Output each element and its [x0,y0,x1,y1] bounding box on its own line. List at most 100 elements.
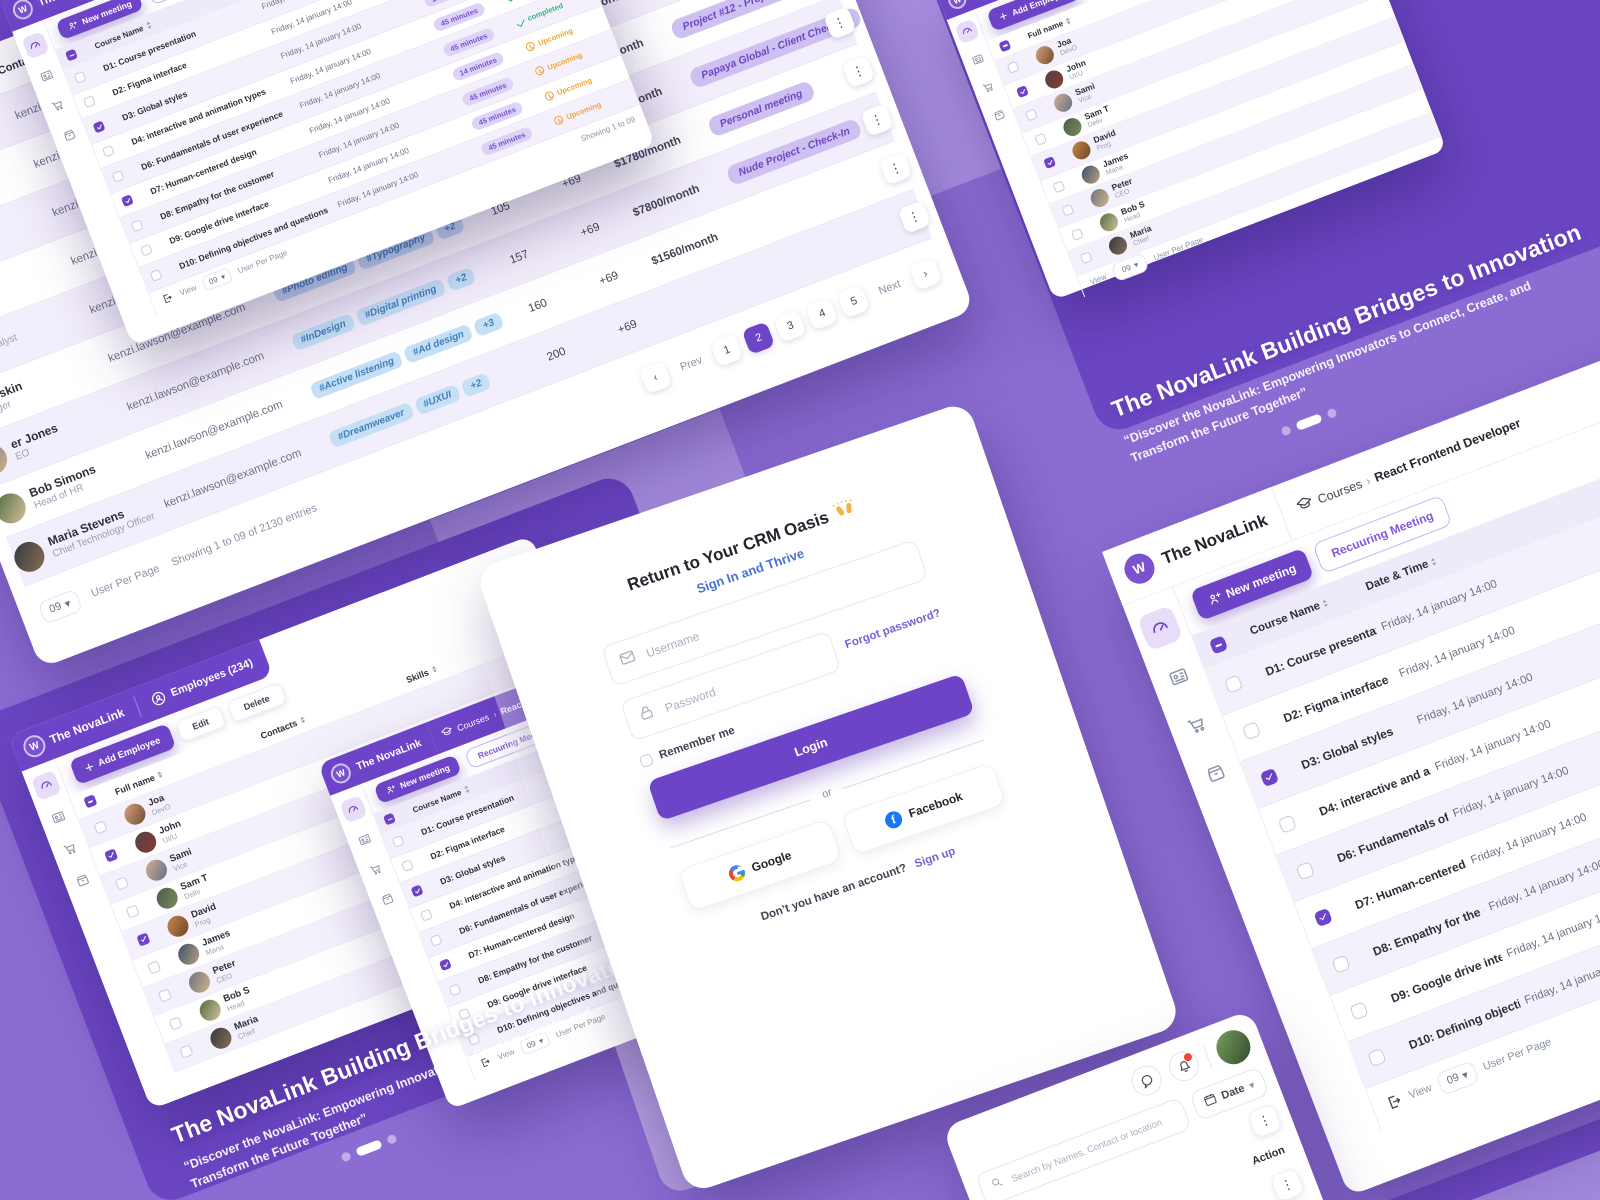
sidebar-item-cart[interactable] [975,75,1001,101]
row-checkbox[interactable] [157,988,173,1003]
sidebar-item-dashboard[interactable] [20,31,50,60]
sidebar-item-archive[interactable] [986,103,1012,129]
row-checkbox[interactable] [1006,61,1020,75]
row-checkbox[interactable] [391,834,405,848]
sidebar-item-archive[interactable] [373,885,401,913]
row-checkbox[interactable] [83,95,96,109]
new-meeting-button[interactable]: New meeting [1189,547,1315,621]
row-checkbox[interactable] [140,243,153,257]
row-menu-button[interactable]: ⋮ [878,151,913,185]
row-checkbox[interactable] [149,268,163,282]
sidebar-item-archive[interactable] [55,121,83,149]
chat-icon[interactable] [1127,1061,1166,1100]
row-checkbox[interactable] [92,120,106,134]
next-page-chevron[interactable]: › [908,257,943,291]
sidebar-item-contacts[interactable] [965,47,991,73]
sidebar-item-archive[interactable] [67,865,98,896]
select-all-checkbox[interactable] [83,794,98,809]
logout-icon[interactable] [160,291,174,305]
row-checkbox[interactable] [429,933,443,947]
row-checkbox[interactable] [1313,907,1333,928]
row-checkbox[interactable] [125,904,140,919]
sidebar-item-contacts[interactable] [32,61,60,89]
sidebar-item-cart[interactable] [1174,702,1221,749]
row-checkbox[interactable] [1331,954,1351,974]
select-all-checkbox[interactable] [65,48,78,62]
sidebar-item-cart[interactable] [362,855,390,883]
row-checkbox[interactable] [102,144,115,158]
row-menu-button[interactable]: ⋮ [860,102,894,137]
row-checkbox[interactable] [1277,814,1298,834]
page-button[interactable]: 2 [741,321,776,355]
page-size-select[interactable]: 09 ▾ [200,267,234,292]
row-checkbox[interactable] [401,859,414,873]
row-checkbox[interactable] [1223,674,1244,694]
sidebar-item-contacts[interactable] [43,802,74,833]
breadcrumb-courses[interactable]: Courses [455,711,491,734]
sidebar-item-cart[interactable] [55,834,86,865]
page-size-select[interactable]: 09 ▾ [37,588,83,625]
sidebar-item-archive[interactable] [1192,751,1239,798]
sidebar-item-dashboard[interactable] [1136,605,1183,652]
sidebar-item-contacts[interactable] [1155,654,1202,701]
logout-icon[interactable] [478,1055,492,1069]
select-all-checkbox[interactable] [998,38,1012,52]
sidebar-item-contacts[interactable] [350,825,378,853]
next-page-label[interactable]: Next [877,278,903,298]
remember-me-checkbox[interactable] [638,752,655,769]
new-meeting-button[interactable]: New meeting [55,0,145,41]
row-checkbox[interactable] [1349,1001,1369,1021]
row-checkbox[interactable] [1367,1047,1387,1068]
page-button[interactable]: 5 [837,284,871,319]
select-all-checkbox[interactable] [1208,634,1229,655]
row-checkbox[interactable] [1052,180,1066,194]
row-checkbox[interactable] [73,70,87,84]
row-checkbox[interactable] [448,983,462,997]
row-checkbox[interactable] [104,848,119,863]
page-button[interactable]: 3 [773,309,808,343]
sidebar-item-dashboard[interactable] [338,795,368,824]
more-menu-button[interactable]: ⋮ [1246,1102,1283,1139]
row-checkbox[interactable] [147,960,162,975]
row-checkbox[interactable] [1259,767,1280,788]
forgot-password-link[interactable]: Forgot password? [843,607,943,652]
breadcrumb-courses[interactable]: Courses [1315,476,1365,507]
logout-icon[interactable] [1384,1091,1405,1112]
row-menu-button[interactable]: ⋮ [1269,1166,1306,1200]
prev-page-label[interactable]: Prev [678,354,704,374]
row-checkbox[interactable] [111,169,125,183]
row-checkbox[interactable] [1070,227,1084,241]
page-button[interactable]: 4 [805,296,840,331]
edit-button[interactable]: Edit [174,705,227,743]
user-avatar[interactable] [1211,1025,1256,1070]
sidebar-item-cart[interactable] [44,91,72,119]
sidebar-item-dashboard[interactable] [30,770,62,802]
row-menu-button[interactable]: ⋮ [841,54,876,88]
row-checkbox[interactable] [179,1044,194,1059]
row-checkbox[interactable] [130,219,144,233]
row-checkbox[interactable] [1034,132,1048,146]
row-checkbox[interactable] [121,194,134,208]
row-checkbox[interactable] [93,820,108,835]
row-checkbox[interactable] [1241,721,1262,741]
row-checkbox[interactable] [439,958,452,972]
sidebar-item-dashboard[interactable] [953,18,980,45]
row-checkbox[interactable] [1295,861,1315,881]
sign-up-link[interactable]: Sign up [913,845,957,871]
password-field[interactable] [619,630,842,742]
row-checkbox[interactable] [1061,203,1075,217]
prev-page-chevron[interactable]: ‹ [638,360,673,395]
row-checkbox[interactable] [1025,108,1038,122]
row-checkbox[interactable] [1015,84,1029,98]
row-checkbox[interactable] [136,932,151,947]
row-checkbox[interactable] [1079,251,1093,265]
select-all-checkbox[interactable] [383,812,396,826]
page-button[interactable]: 1 [710,333,744,367]
search-field[interactable] [975,1096,1192,1200]
row-checkbox[interactable] [168,1016,183,1031]
page-size-select[interactable]: 09 ▾ [1434,1059,1481,1096]
username-field[interactable] [600,539,929,687]
row-checkbox[interactable] [410,884,424,898]
date-filter-button[interactable]: Date ▾ [1188,1066,1270,1122]
row-menu-button[interactable]: ⋮ [897,199,932,234]
